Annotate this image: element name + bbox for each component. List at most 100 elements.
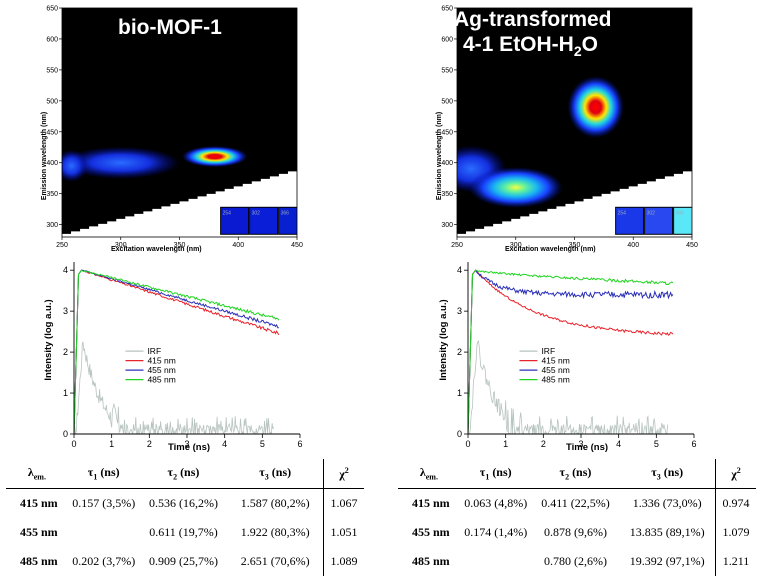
chi-cell: 1.079 <box>715 518 756 547</box>
y-tick-label: 350 <box>441 191 453 198</box>
x-tick-label: 400 <box>232 242 244 249</box>
tau1-cell: 0.202 (3,7%) <box>72 554 136 568</box>
legend-label: IRF <box>541 346 555 356</box>
x-tick-label: 5 <box>260 439 265 449</box>
y-tick-label: 0 <box>457 429 462 439</box>
inset-sample-photo <box>220 206 250 235</box>
x-tick-label: 2 <box>147 439 152 449</box>
emission-hotspot <box>468 167 563 208</box>
y-tick-label: 550 <box>46 67 58 74</box>
y-tick-label: 500 <box>46 98 58 105</box>
table-row: 485 nm 0.202 (3,7%) 0.909 (25,7%) 2.651 … <box>6 547 364 576</box>
legend-label: 485 nm <box>147 375 175 385</box>
header-chi: χ2 <box>715 459 756 489</box>
row-label: 455 nm <box>20 525 58 539</box>
y-tick-label: 500 <box>441 98 453 105</box>
table-header-row: λem. τ1 (ns) τ2 (ns) τ3 (ns) χ2 <box>398 459 756 489</box>
y-tick-label: 450 <box>46 129 58 136</box>
inset-label: 254 <box>618 210 627 216</box>
tau1-cell: 0.157 (3,5%) <box>72 496 136 510</box>
y-tick-label: 650 <box>441 6 453 13</box>
chi-cell: 1.211 <box>715 547 756 576</box>
row-label: 485 nm <box>412 554 450 568</box>
x-tick-label: 350 <box>174 242 186 249</box>
y-tick-label: 400 <box>46 160 58 167</box>
y-tick-label: 550 <box>441 67 453 74</box>
irf-line <box>468 340 668 434</box>
y-tick-label: 0 <box>63 429 68 439</box>
emission-hotspot <box>62 146 180 179</box>
irf-line <box>74 341 274 434</box>
table-header-row: λem. τ1 (ns) τ2 (ns) τ3 (ns) χ2 <box>6 459 364 489</box>
tau3-cell: 13.835 (89,1%) <box>629 525 705 539</box>
x-tick-label: 250 <box>451 242 463 249</box>
legend-label: IRF <box>147 346 161 356</box>
x-tick-label: 300 <box>115 242 127 249</box>
decay-line-455-nm <box>468 269 674 434</box>
tau3-cell: 1.922 (80,3%) <box>240 525 310 539</box>
x-tick-label: 0 <box>71 439 76 449</box>
x-tick-label: 4 <box>616 439 621 449</box>
decay-line-415-nm <box>74 269 280 434</box>
inset-label: 366 <box>281 210 290 216</box>
inset-label: 254 <box>223 210 232 216</box>
header-lambda: λem. <box>398 459 460 489</box>
decay-line-485-nm <box>468 269 674 434</box>
chi-cell: 1.089 <box>323 547 364 576</box>
decay-line-455-nm <box>74 269 279 434</box>
chi-cell: 1.067 <box>323 488 364 518</box>
inset-label: 302 <box>252 210 261 216</box>
tau1-cell <box>460 547 532 576</box>
y-tick-label: 300 <box>441 222 453 229</box>
y-tick-label: 1 <box>457 388 462 398</box>
inset-sample-photo <box>644 206 674 235</box>
left-lifetime-table: λem. τ1 (ns) τ2 (ns) τ3 (ns) χ2 415 nm 0… <box>6 459 364 576</box>
header-lambda: λem. <box>6 459 68 489</box>
x-tick-label: 2 <box>541 439 546 449</box>
tau3-cell: 2.651 (70,6%) <box>240 554 310 568</box>
table-row: 485 nm 0.780 (2,6%) 19.392 (97,1%) 1.211 <box>398 547 756 576</box>
right-excitation-emission-map: 254 302 366 250 300 350 400 450 300 350 400 450 500 5… <box>441 6 698 250</box>
x-tick-label: 400 <box>627 242 639 249</box>
y-tick-label: 650 <box>46 6 58 13</box>
header-tau3: τ3 (ns) <box>227 459 324 489</box>
tau1-cell: 0.063 (4,8%) <box>464 496 528 510</box>
header-chi: χ2 <box>323 459 364 489</box>
x-tick-label: 6 <box>691 439 696 449</box>
y-tick-label: 3 <box>457 306 462 316</box>
decay-line-485-nm <box>74 269 280 434</box>
inset-sample-photo <box>278 206 297 235</box>
tau2-cell: 0.909 (25,7%) <box>148 554 218 568</box>
decay-line-415-nm <box>468 269 674 434</box>
y-tick-label: 300 <box>46 222 58 229</box>
y-tick-label: 450 <box>441 129 453 136</box>
tau1-cell <box>68 518 140 547</box>
tau2-cell: 0.780 (2,6%) <box>543 554 607 568</box>
table-row: 455 nm 0.611 (19,7%) 1.922 (80,3%) 1.051 <box>6 518 364 547</box>
right-lifetime-table: λem. τ1 (ns) τ2 (ns) τ3 (ns) χ2 415 nm 0… <box>398 459 756 576</box>
x-tick-label: 1 <box>109 439 114 449</box>
tau2-cell: 0.878 (9,6%) <box>543 525 607 539</box>
emission-hotspot <box>62 149 88 182</box>
row-label: 455 nm <box>412 525 450 539</box>
x-tick-label: 6 <box>297 439 302 449</box>
tau1-cell: 0.174 (1,4%) <box>464 525 528 539</box>
table-row: 455 nm 0.174 (1,4%) 0.878 (9,6%) 13.835 … <box>398 518 756 547</box>
chi-cell: 0.974 <box>715 488 756 518</box>
table-row: 415 nm 0.157 (3,5%) 0.536 (16,2%) 1.587 … <box>6 488 364 518</box>
x-tick-label: 0 <box>465 439 470 449</box>
tau2-cell: 0.536 (16,2%) <box>148 496 218 510</box>
x-tick-label: 3 <box>578 439 583 449</box>
y-tick-label: 3 <box>63 306 68 316</box>
x-tick-label: 450 <box>291 242 303 249</box>
y-tick-label: 1 <box>63 388 68 398</box>
emission-hotspot <box>567 76 624 138</box>
legend-label: 455 nm <box>541 365 569 375</box>
tau3-cell: 1.587 (80,2%) <box>240 496 310 510</box>
x-tick-label: 450 <box>686 242 698 249</box>
inset-sample-photo <box>673 206 692 235</box>
y-tick-label: 600 <box>46 36 58 43</box>
x-tick-label: 4 <box>222 439 227 449</box>
legend-label: 485 nm <box>541 375 569 385</box>
chi-cell: 1.051 <box>323 518 364 547</box>
